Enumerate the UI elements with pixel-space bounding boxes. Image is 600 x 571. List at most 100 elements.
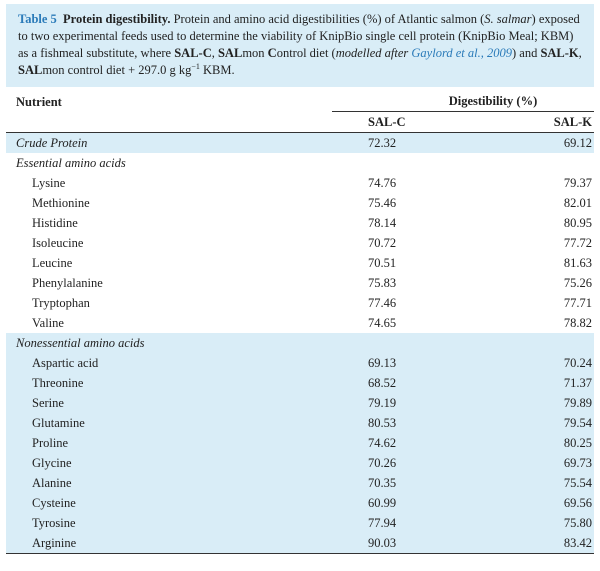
table-row: Aspartic acid 69.13 70.24 (6, 353, 594, 373)
header-blank (6, 111, 332, 133)
value-salc: 70.72 (368, 235, 397, 250)
value-salk: 78.82 (563, 315, 592, 330)
value-salk: 79.89 (548, 393, 594, 413)
value-salc: 70.51 (368, 255, 397, 270)
nutrient-name: Isoleucine (32, 235, 84, 250)
nutrient-name: Lysine (32, 175, 66, 190)
section-row: Nonessential amino acids (6, 333, 594, 353)
nutrient-name: Leucine (32, 255, 73, 270)
value-salk: 79.37 (563, 175, 592, 190)
section-nonessential-label: Nonessential amino acids (6, 333, 594, 353)
table-row: Arginine 90.03 83.42 (6, 533, 594, 554)
digestibility-table: Nutrient Digestibility (%) SAL-C SAL-K C… (6, 87, 594, 554)
value-salc: 77.94 (332, 513, 548, 533)
header-salk: SAL-K (548, 111, 594, 133)
crude-protein-salk: 69.12 (548, 132, 594, 153)
caption-text: , (211, 46, 218, 60)
table-row: Phenylalanine 75.83 75.26 (6, 273, 594, 293)
caption-salk: SAL-K (540, 46, 579, 60)
nutrient-name: Histidine (32, 215, 78, 230)
nutrient-name: Proline (6, 433, 332, 453)
section-row: Essential amino acids (6, 153, 594, 173)
header-digestibility: Digestibility (%) (332, 87, 594, 112)
value-salc: 77.46 (368, 295, 397, 310)
nutrient-name: Threonine (6, 373, 332, 393)
nutrient-name: Arginine (6, 533, 332, 554)
table-row: Glutamine 80.53 79.54 (6, 413, 594, 433)
caption-text: ) and (511, 46, 541, 60)
nutrient-name: Methionine (32, 195, 90, 210)
caption-text: ) exposed to two experimental feeds used… (18, 12, 580, 60)
value-salc: 74.76 (368, 175, 397, 190)
table-row: Isoleucine 70.72 77.72 (6, 233, 594, 253)
reference-link[interactable]: Gaylord et al., 2009 (411, 46, 512, 60)
table-row: Tyrosine 77.94 75.80 (6, 513, 594, 533)
table-row: Leucine 70.51 81.63 (6, 253, 594, 273)
value-salc: 79.19 (332, 393, 548, 413)
value-salk: 69.56 (548, 493, 594, 513)
value-salk: 70.24 (548, 353, 594, 373)
value-salk: 75.80 (548, 513, 594, 533)
table-label: Table 5 (18, 12, 57, 26)
nutrient-name: Serine (6, 393, 332, 413)
caption-text: ontrol diet ( (276, 46, 336, 60)
caption-text: mon control diet + 297.0 g kg (42, 63, 192, 77)
table-row: Cysteine 60.99 69.56 (6, 493, 594, 513)
value-salk: 80.25 (548, 433, 594, 453)
value-salk: 77.72 (563, 235, 592, 250)
value-salc: 70.26 (332, 453, 548, 473)
value-salk: 75.54 (548, 473, 594, 493)
value-salc: 78.14 (368, 215, 397, 230)
header-salc: SAL-C (332, 111, 548, 133)
table-row: Alanine 70.35 75.54 (6, 473, 594, 493)
value-salc: 80.53 (332, 413, 548, 433)
nutrient-name: Phenylalanine (32, 275, 103, 290)
caption-c: C (267, 46, 277, 60)
nutrient-name: Valine (32, 315, 64, 330)
nutrient-name: Alanine (6, 473, 332, 493)
table-row: Valine 74.65 78.82 (6, 313, 594, 333)
table-row: Histidine 78.14 80.95 (6, 213, 594, 233)
nutrient-name: Cysteine (6, 493, 332, 513)
value-salk: 71.37 (548, 373, 594, 393)
value-salc: 68.52 (332, 373, 548, 393)
value-salk: 69.73 (548, 453, 594, 473)
caption-salc: SAL-C (174, 46, 212, 60)
nutrient-name: Glutamine (6, 413, 332, 433)
caption-text: mon (242, 46, 268, 60)
table-caption: Table 5 Protein digestibility. Protein a… (6, 4, 594, 87)
value-salk: 77.71 (563, 295, 592, 310)
value-salc: 74.62 (332, 433, 548, 453)
value-salk: 79.54 (548, 413, 594, 433)
value-salc: 74.65 (368, 315, 397, 330)
caption-text: , (578, 46, 582, 60)
caption-modelled: modelled after (335, 46, 412, 60)
table-row: Crude Protein 72.32 69.12 (6, 132, 594, 153)
caption-text: KBM. (199, 63, 235, 77)
header-nutrient: Nutrient (16, 94, 62, 109)
crude-protein-label: Crude Protein (6, 132, 332, 153)
value-salk: 82.01 (563, 195, 592, 210)
value-salc: 90.03 (332, 533, 548, 554)
table-row: Lysine 74.76 79.37 (6, 173, 594, 193)
caption-sal: SAL (217, 46, 243, 60)
table-row: Methionine 75.46 82.01 (6, 193, 594, 213)
value-salk: 75.26 (563, 275, 592, 290)
caption-species: S. salmar (484, 12, 532, 26)
nutrient-name: Aspartic acid (6, 353, 332, 373)
nutrient-name: Glycine (6, 453, 332, 473)
table-row: Proline 74.62 80.25 (6, 433, 594, 453)
value-salk: 83.42 (548, 533, 594, 554)
table-row: Serine 79.19 79.89 (6, 393, 594, 413)
table-title: Protein digestibility. (63, 12, 171, 26)
table-row: Threonine 68.52 71.37 (6, 373, 594, 393)
value-salc: 75.83 (368, 275, 397, 290)
value-salc: 75.46 (368, 195, 397, 210)
value-salk: 81.63 (563, 255, 592, 270)
nutrient-name: Tryptophan (32, 295, 90, 310)
value-salc: 70.35 (332, 473, 548, 493)
caption-sal: SAL (18, 63, 43, 77)
nutrient-name: Tyrosine (6, 513, 332, 533)
crude-protein-salc: 72.32 (332, 132, 548, 153)
value-salc: 60.99 (332, 493, 548, 513)
